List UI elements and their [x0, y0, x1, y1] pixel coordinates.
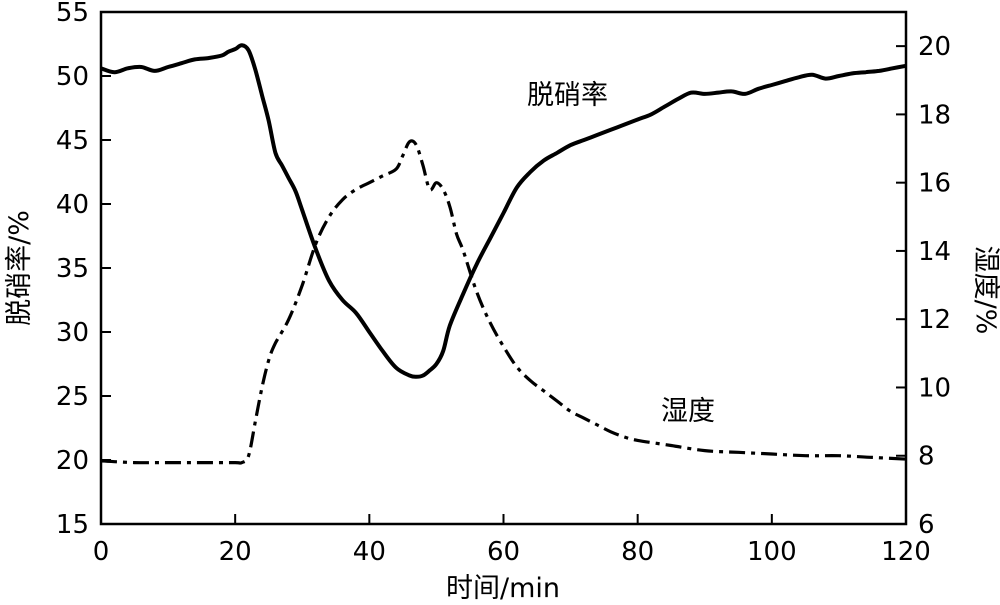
left-tick-label: 50 — [56, 62, 89, 92]
x-tick-label: 40 — [353, 537, 386, 567]
right-tick-label: 18 — [918, 100, 951, 130]
x-tick-label: 0 — [93, 537, 110, 567]
x-tick-label: 100 — [747, 537, 797, 567]
denitration-annotation: 脱硝率 — [527, 80, 608, 111]
denitration-series-line — [100, 43, 907, 379]
x-tick-label: 60 — [487, 537, 520, 567]
left-tick-label: 15 — [56, 510, 89, 540]
right-tick-label: 6 — [918, 510, 935, 540]
right-tick-label: 12 — [918, 305, 951, 335]
x-tick-label: 80 — [621, 537, 654, 567]
plot-frame — [99, 10, 908, 526]
x-tick-label: 20 — [219, 537, 252, 567]
right-axis-ticks: 6 8 10 12 14 16 18 20 — [896, 32, 951, 540]
left-tick-label: 30 — [56, 318, 89, 348]
x-axis-ticks: 0 20 40 60 80 100 120 — [93, 514, 931, 567]
left-tick-label: 20 — [56, 446, 89, 476]
left-tick-label: 40 — [56, 190, 89, 220]
left-axis-title: 脱硝率/% — [4, 210, 35, 326]
right-tick-label: 14 — [918, 237, 951, 267]
right-tick-label: 8 — [918, 442, 935, 472]
x-axis-title: 时间/min — [446, 573, 560, 604]
series-layer — [100, 43, 907, 465]
left-tick-label: 35 — [56, 254, 89, 284]
humidity-series-line — [100, 139, 907, 465]
left-tick-label: 45 — [56, 126, 89, 156]
right-axis-title: 湿度/% — [970, 246, 1000, 335]
right-tick-label: 16 — [918, 169, 951, 199]
humidity-annotation: 湿度 — [661, 396, 715, 427]
left-tick-label: 25 — [56, 382, 89, 412]
x-tick-label: 120 — [881, 537, 931, 567]
right-tick-label: 10 — [918, 373, 951, 403]
right-tick-label: 20 — [918, 32, 951, 62]
left-tick-label: 55 — [56, 0, 89, 28]
left-axis-ticks: 15 20 25 30 35 40 45 50 55 — [56, 0, 111, 540]
